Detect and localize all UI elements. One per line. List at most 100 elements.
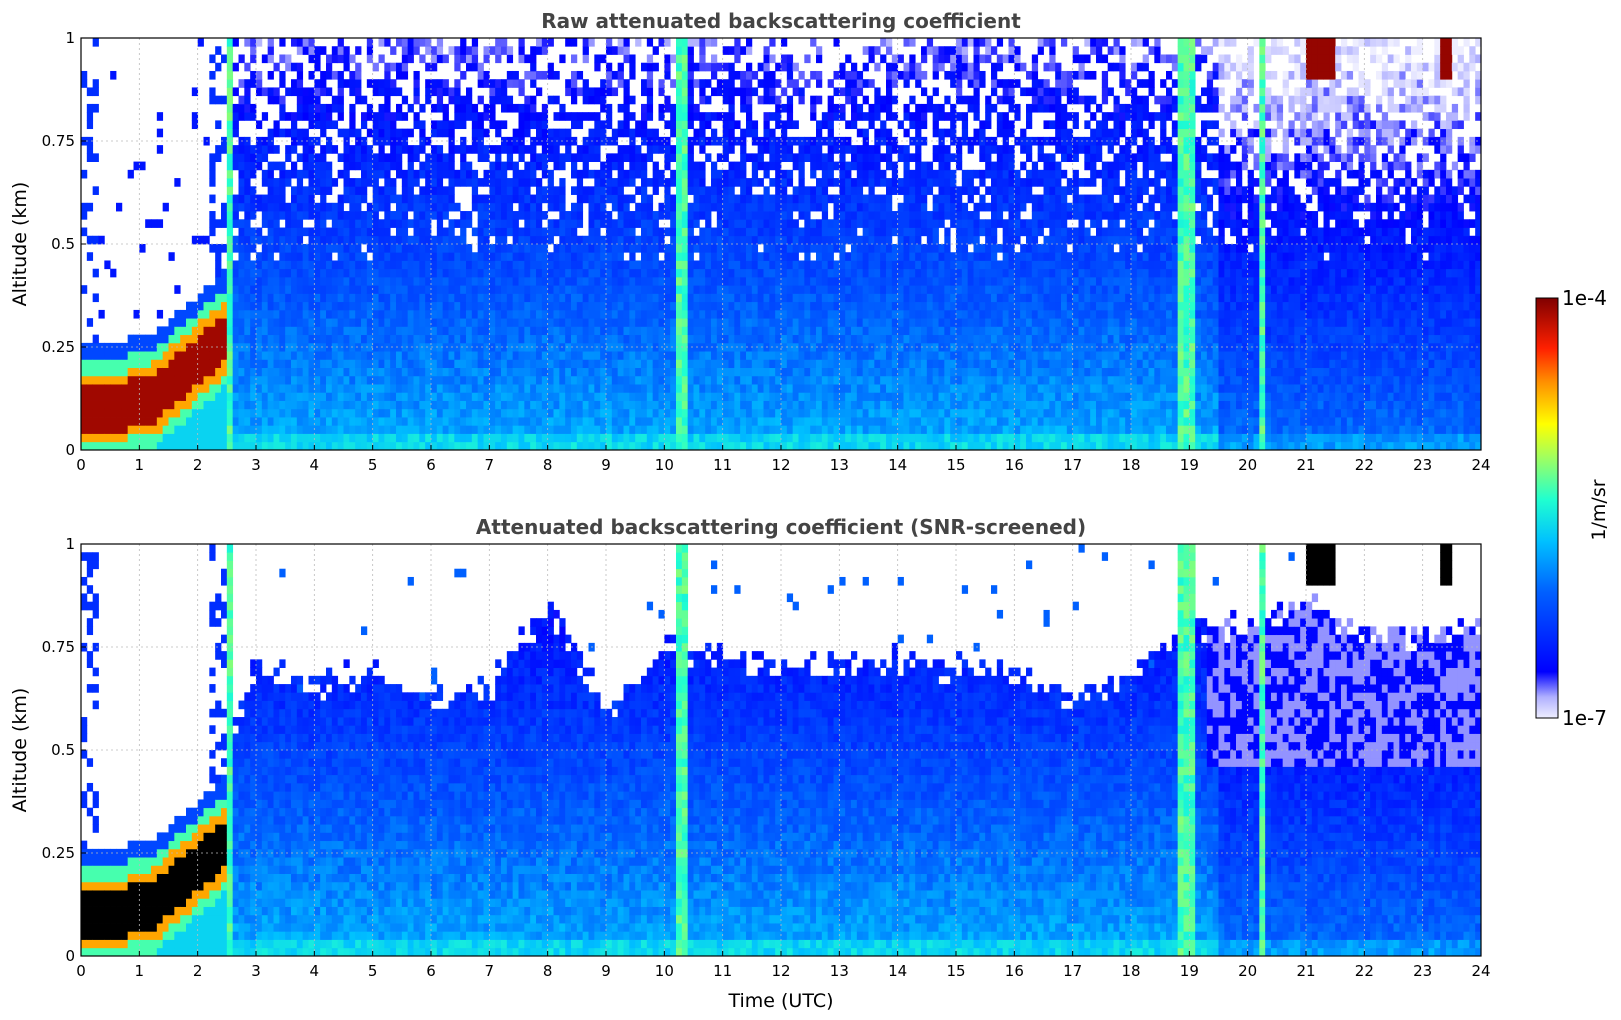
heatmap-cell	[116, 202, 123, 212]
heatmap-cell	[792, 276, 799, 286]
heatmap-cell	[693, 293, 700, 303]
heatmap-cell	[273, 433, 280, 443]
heatmap-cell	[821, 120, 829, 130]
heatmap-cell	[238, 392, 245, 401]
heatmap-cell	[378, 54, 385, 64]
heatmap-cell	[518, 334, 525, 344]
heatmap-cell	[541, 334, 549, 344]
heatmap-cell	[769, 285, 776, 294]
heatmap-cell	[594, 202, 601, 212]
heatmap-cell	[425, 252, 432, 261]
heatmap-cell	[302, 128, 309, 138]
panel-raw: Raw attenuated backscattering coefficien…	[9, 9, 1491, 474]
heatmap-cell	[86, 367, 94, 377]
heatmap-cell	[763, 169, 770, 179]
heatmap-cell	[361, 433, 368, 443]
heatmap-cell	[337, 211, 344, 220]
heatmap-cell	[623, 334, 630, 344]
heatmap-cell	[209, 309, 216, 319]
heatmap-cell	[769, 351, 776, 360]
heatmap-cell	[320, 260, 327, 270]
heatmap-cell	[203, 301, 210, 311]
heatmap-cell	[676, 417, 683, 426]
heatmap-cell	[256, 342, 263, 352]
heatmap-cell	[681, 375, 689, 385]
heatmap-cell	[687, 351, 694, 360]
heatmap-cell	[740, 301, 747, 311]
heatmap-cell	[576, 120, 584, 130]
heatmap-cell	[448, 202, 455, 212]
heatmap-cell	[728, 293, 735, 303]
heatmap-cell	[524, 367, 531, 377]
heatmap-cell	[629, 309, 636, 319]
heatmap-cell	[629, 153, 636, 162]
heatmap-cell	[658, 301, 665, 311]
heatmap-cell	[635, 202, 642, 212]
heatmap-cell	[273, 301, 280, 311]
heatmap-cell	[821, 112, 829, 121]
heatmap-cell	[559, 202, 566, 212]
heatmap-cell	[600, 169, 607, 179]
heatmap-cell	[833, 260, 840, 270]
heatmap-cell	[722, 145, 729, 154]
heatmap-cell	[582, 194, 589, 204]
heatmap-cell	[431, 194, 438, 204]
heatmap-cell	[518, 408, 525, 418]
heatmap-cell	[349, 54, 356, 64]
heatmap-cell	[641, 244, 648, 253]
heatmap-cell	[390, 367, 397, 377]
heatmap-cell	[378, 120, 385, 130]
heatmap-cell	[425, 285, 432, 294]
heatmap-cell	[489, 268, 496, 278]
heatmap-cell	[291, 342, 298, 352]
heatmap-cell	[588, 367, 595, 377]
heatmap-cell	[197, 400, 204, 410]
heatmap-cell	[611, 235, 619, 245]
heatmap-cell	[746, 103, 753, 113]
heatmap-cell	[121, 384, 129, 393]
heatmap-cell	[541, 103, 549, 113]
heatmap-cell	[436, 425, 444, 434]
heatmap-cell	[279, 161, 286, 171]
heatmap-cell	[506, 433, 514, 443]
heatmap-cell	[524, 211, 531, 220]
heatmap-cell	[670, 79, 677, 88]
heatmap-cell	[279, 433, 286, 443]
heatmap-cell	[431, 169, 438, 179]
heatmap-cell	[343, 334, 350, 344]
heatmap-cell	[658, 285, 665, 294]
heatmap-cell	[314, 153, 321, 162]
heatmap-cell	[285, 293, 292, 303]
heatmap-cell	[308, 384, 315, 393]
heatmap-cell	[466, 285, 473, 294]
heatmap-cell	[559, 375, 566, 385]
heatmap-cell	[296, 367, 304, 377]
heatmap-cell	[448, 309, 455, 319]
heatmap-cell	[378, 408, 385, 418]
heatmap-cell	[250, 285, 257, 294]
heatmap-cell	[331, 318, 339, 327]
heatmap-cell	[232, 268, 239, 278]
heatmap-cell	[792, 342, 799, 352]
heatmap-cell	[372, 202, 379, 212]
heatmap-cell	[588, 326, 595, 336]
heatmap-cell	[285, 318, 292, 327]
heatmap-cell	[816, 235, 823, 245]
heatmap-cell	[215, 120, 222, 130]
heatmap-cell	[693, 235, 700, 245]
heatmap-cell	[722, 367, 729, 377]
heatmap-cell	[658, 38, 665, 47]
heatmap-cell	[291, 79, 298, 88]
heatmap-cell	[349, 194, 356, 204]
heatmap-cell	[209, 285, 216, 294]
heatmap-cell	[256, 153, 263, 162]
heatmap-cell	[512, 309, 519, 319]
heatmap-cell	[244, 211, 251, 220]
heatmap-cell	[711, 38, 718, 47]
heatmap-cell	[786, 235, 794, 245]
heatmap-cell	[343, 178, 350, 187]
heatmap-cell	[197, 392, 204, 401]
heatmap-cell	[646, 95, 654, 105]
heatmap-cell	[746, 244, 753, 253]
heatmap-cell	[384, 408, 391, 418]
